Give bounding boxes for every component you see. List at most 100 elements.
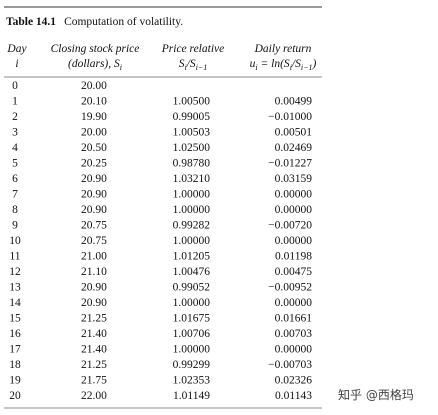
closing-price: 20.00 <box>81 127 107 139</box>
header-text: i <box>15 58 18 70</box>
closing-price: 20.00 <box>81 80 107 92</box>
day: 12 <box>9 266 21 278</box>
day: 7 <box>12 189 18 201</box>
price-relative: 1.00000 <box>173 297 211 309</box>
watermark: 知乎 @西格玛 <box>338 387 414 402</box>
daily-return: 0.01661 <box>275 313 313 325</box>
daily-return: 0.00000 <box>275 297 313 309</box>
closing-price: 22.00 <box>81 390 107 402</box>
price-relative: 1.01675 <box>173 313 211 325</box>
closing-price: 20.75 <box>81 235 107 247</box>
table-title: Table 14.1 Computation of volatility. <box>6 16 183 28</box>
day: 18 <box>9 359 21 371</box>
closing-price: 21.25 <box>81 359 107 371</box>
column-header-sub: ui = ln(Si/Si−1) <box>250 58 317 72</box>
closing-price: 21.40 <box>81 328 107 340</box>
daily-return: 0.01143 <box>275 390 312 402</box>
day: 15 <box>9 313 21 325</box>
price-relative: 1.00476 <box>173 266 211 278</box>
price-relative: 1.02353 <box>173 375 211 387</box>
price-relative: 0.99005 <box>173 111 211 123</box>
title-label: Table 14.1 <box>6 16 56 28</box>
price-relative: 0.99299 <box>173 359 211 371</box>
subscript: i <box>255 63 257 72</box>
daily-return: 0.02326 <box>275 375 313 387</box>
daily-return: −0.01227 <box>268 158 312 170</box>
day: 0 <box>12 80 18 92</box>
price-relative: 1.00000 <box>173 204 211 216</box>
daily-return: 0.03159 <box>275 173 313 185</box>
closing-price: 20.90 <box>81 189 107 201</box>
day: 20 <box>9 390 21 402</box>
closing-price: 19.90 <box>81 111 107 123</box>
price-relative: 1.00000 <box>173 235 211 247</box>
daily-return: −0.00952 <box>268 282 312 294</box>
price-relative: 1.03210 <box>173 173 211 185</box>
column-header-sub: Si/Si−1 <box>179 58 208 72</box>
price-relative: 0.98780 <box>173 158 211 170</box>
price-relative: 0.99052 <box>173 282 211 294</box>
price-relative: 1.01149 <box>173 390 210 402</box>
closing-price: 21.10 <box>81 266 107 278</box>
header-text: S <box>179 58 185 70</box>
closing-price: 21.40 <box>81 344 107 356</box>
day: 11 <box>9 251 20 263</box>
subscript: i <box>184 63 186 72</box>
title-text: Computation of volatility. <box>64 16 183 28</box>
daily-return: 0.00000 <box>275 189 313 201</box>
closing-price: 20.90 <box>81 297 107 309</box>
day: 17 <box>9 344 21 356</box>
column-header: Price relative <box>161 43 224 55</box>
column-header: Day <box>6 43 27 55</box>
daily-return: 0.00703 <box>275 328 313 340</box>
subscript: i−1 <box>196 63 208 72</box>
column-header: Closing stock price <box>51 43 140 55</box>
day: 5 <box>12 158 18 170</box>
price-relative: 1.00500 <box>173 96 211 108</box>
header-text: ) <box>312 58 317 70</box>
day: 3 <box>12 127 18 139</box>
day: 10 <box>9 235 21 247</box>
subscript: i <box>290 63 292 72</box>
daily-return: −0.01000 <box>268 111 312 123</box>
price-relative: 1.00706 <box>173 328 211 340</box>
day: 8 <box>12 204 18 216</box>
day: 13 <box>9 282 21 294</box>
header-text: u <box>250 58 256 70</box>
closing-price: 20.90 <box>81 204 107 216</box>
closing-price: 21.00 <box>81 251 107 263</box>
header-text: = ln(S <box>258 58 290 70</box>
header-text: /S <box>291 58 301 70</box>
day: 6 <box>12 173 18 185</box>
price-relative: 1.00503 <box>173 127 211 139</box>
day: 14 <box>9 297 21 309</box>
header-text: /S <box>186 58 196 70</box>
day: 16 <box>9 328 21 340</box>
day: 4 <box>12 142 18 154</box>
price-relative: 1.01205 <box>173 251 211 263</box>
daily-return: −0.00720 <box>268 220 312 232</box>
column-header: Daily return <box>254 43 312 55</box>
daily-return: 0.01198 <box>275 251 312 263</box>
closing-price: 20.10 <box>81 96 107 108</box>
closing-price: 20.75 <box>81 220 107 232</box>
closing-price: 21.25 <box>81 313 107 325</box>
day: 2 <box>12 111 18 123</box>
daily-return: −0.00703 <box>268 359 312 371</box>
price-relative: 1.02500 <box>173 142 211 154</box>
closing-price: 20.50 <box>81 142 107 154</box>
column-header-sub: i <box>15 58 18 70</box>
daily-return: 0.00475 <box>275 266 313 278</box>
price-relative: 1.00000 <box>173 344 211 356</box>
daily-return: 0.00000 <box>275 235 313 247</box>
daily-return: 0.02469 <box>275 142 313 154</box>
closing-price: 20.90 <box>81 282 107 294</box>
daily-return: 0.00000 <box>275 344 313 356</box>
day: 9 <box>12 220 18 232</box>
price-relative: 1.00000 <box>173 189 211 201</box>
closing-price: 20.90 <box>81 173 107 185</box>
subscript: i <box>120 63 122 72</box>
daily-return: 0.00501 <box>275 127 313 139</box>
